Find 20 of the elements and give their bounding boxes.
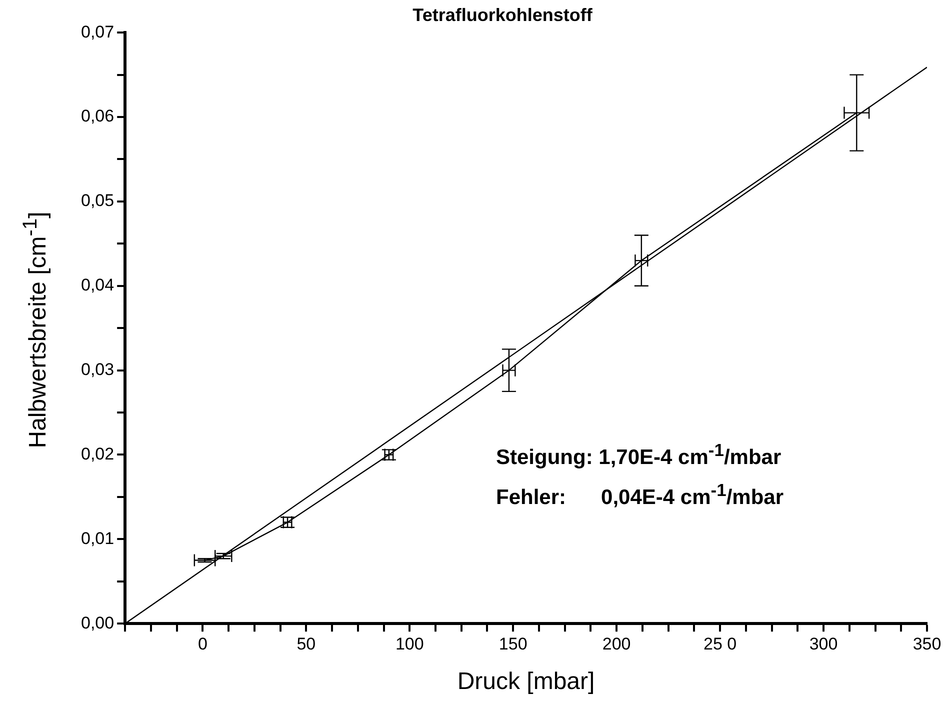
- chart-title: Tetrafluorkohlenstoff: [412, 4, 594, 25]
- x-tick-label: 300: [809, 634, 838, 654]
- x-tick-label: 100: [395, 634, 424, 654]
- y-tick-label: 0,01: [80, 528, 114, 548]
- x-tick-label: 25 0: [704, 634, 737, 654]
- x-tick-label: 200: [602, 634, 631, 654]
- y-tick-label: 0,05: [80, 191, 114, 210]
- x-axis-title: Druck [mbar]: [457, 668, 595, 696]
- annotation: Steigung: 1,70E-4 cm$^{-1}$/mbar: [496, 440, 782, 470]
- y-tick-label: 0,04: [80, 276, 114, 295]
- y-tick-label: 0,03: [80, 360, 114, 379]
- x-tick-label: 150: [498, 634, 528, 654]
- y-tick-label: 0,07: [80, 22, 114, 42]
- y-tick-label: 0,02: [80, 444, 114, 464]
- x-tick-label: 50: [296, 634, 316, 654]
- x-tick-label: 0: [198, 634, 208, 654]
- x-tick-label: 350: [912, 634, 942, 654]
- y-tick-label: 0,06: [80, 106, 114, 126]
- annotation: Fehler: 0,04E-4 cm$^{-1}$/mbar: [496, 480, 784, 510]
- y-tick-label: 0,00: [80, 613, 114, 632]
